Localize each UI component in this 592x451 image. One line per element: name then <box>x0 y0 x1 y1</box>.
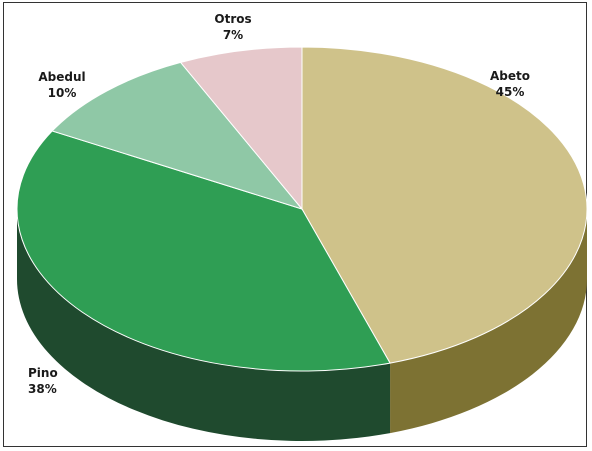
value-pino: 38% <box>28 382 57 396</box>
value-abeto: 45% <box>496 85 525 99</box>
pie-slice-abeto <box>301 46 588 364</box>
pie-side-abeto <box>390 209 587 434</box>
pie-slice-otros <box>179 46 303 211</box>
pie-side-pino <box>17 209 391 441</box>
label-otros: Otros <box>214 12 251 26</box>
pie-sides <box>17 209 587 441</box>
pie-slice-pino <box>16 130 391 372</box>
value-abedul: 10% <box>48 86 77 100</box>
pie-tops <box>16 46 588 372</box>
label-abeto: Abeto <box>490 69 530 83</box>
label-abedul: Abedul <box>38 70 85 84</box>
label-pino: Pino <box>28 366 58 380</box>
pie-slice-abedul <box>51 61 304 210</box>
value-otros: 7% <box>223 28 243 42</box>
